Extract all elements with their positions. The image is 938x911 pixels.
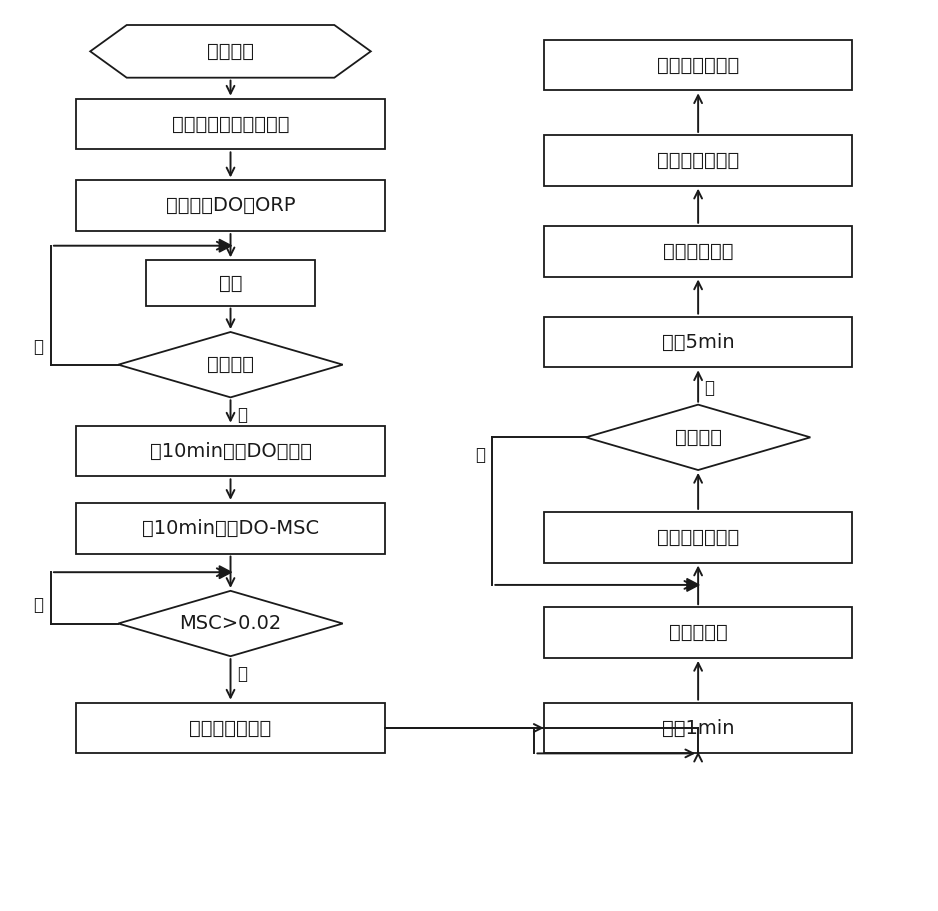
Polygon shape — [90, 25, 371, 77]
FancyBboxPatch shape — [544, 702, 853, 753]
Text: 是: 是 — [236, 665, 247, 683]
FancyBboxPatch shape — [544, 316, 853, 367]
Text: 沉淀5min: 沉淀5min — [662, 333, 734, 352]
Text: 液位控制: 液位控制 — [674, 428, 721, 446]
Text: 是: 是 — [236, 406, 247, 425]
Text: 否: 否 — [34, 597, 43, 614]
Polygon shape — [219, 240, 232, 252]
Text: 系统启动: 系统启动 — [207, 42, 254, 61]
Text: 液位控制: 液位控制 — [207, 355, 254, 374]
Text: 在线监测DO、ORP: 在线监测DO、ORP — [166, 196, 295, 215]
Text: 进入下一个周期: 进入下一个周期 — [657, 56, 739, 75]
Text: 是: 是 — [704, 379, 715, 397]
Polygon shape — [219, 566, 232, 578]
Text: 反应器排水: 反应器排水 — [669, 623, 728, 642]
FancyBboxPatch shape — [544, 135, 853, 186]
Text: 风机启动、搅拌器启动: 风机启动、搅拌器启动 — [172, 115, 289, 134]
Text: 风机、搅拌关闭: 风机、搅拌关闭 — [189, 719, 272, 738]
Text: 中间水箱排水: 中间水箱排水 — [663, 241, 734, 261]
Text: MSC>0.02: MSC>0.02 — [179, 614, 281, 633]
Text: 进入下一个周期: 进入下一个周期 — [657, 527, 739, 547]
FancyBboxPatch shape — [76, 98, 385, 149]
Polygon shape — [586, 404, 810, 470]
FancyBboxPatch shape — [544, 39, 853, 90]
Text: 否: 否 — [34, 338, 43, 355]
FancyBboxPatch shape — [76, 503, 385, 554]
Polygon shape — [687, 578, 699, 591]
FancyBboxPatch shape — [544, 512, 853, 563]
Polygon shape — [118, 591, 342, 656]
Polygon shape — [118, 332, 342, 397]
Text: 每10min计算DO-MSC: 每10min计算DO-MSC — [142, 518, 319, 537]
FancyBboxPatch shape — [146, 261, 314, 306]
FancyBboxPatch shape — [544, 226, 853, 277]
Text: 每10min计算DO平均值: 每10min计算DO平均值 — [149, 442, 311, 460]
Text: 否: 否 — [475, 446, 485, 465]
Text: 污泥回流泵启动: 污泥回流泵启动 — [657, 151, 739, 169]
FancyBboxPatch shape — [544, 607, 853, 658]
Text: 沉淀1min: 沉淀1min — [662, 719, 734, 738]
Text: 进水: 进水 — [219, 273, 242, 292]
FancyBboxPatch shape — [76, 702, 385, 753]
FancyBboxPatch shape — [76, 180, 385, 231]
FancyBboxPatch shape — [76, 425, 385, 476]
